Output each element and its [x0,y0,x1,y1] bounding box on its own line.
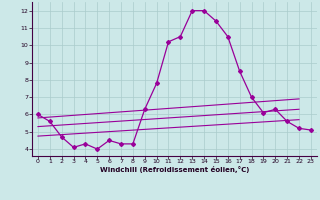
X-axis label: Windchill (Refroidissement éolien,°C): Windchill (Refroidissement éolien,°C) [100,166,249,173]
